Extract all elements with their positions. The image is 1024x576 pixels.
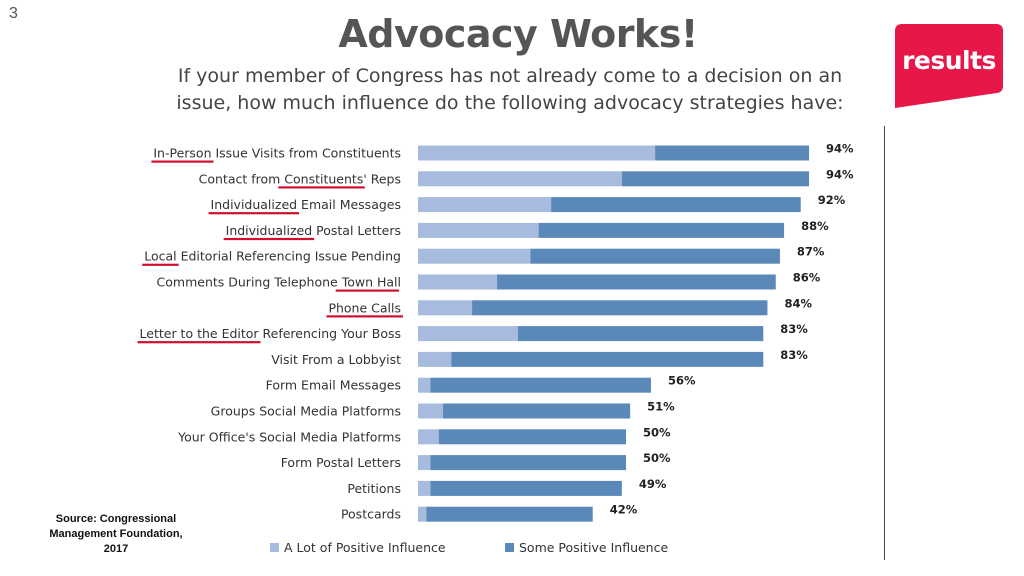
bar-some-positive	[430, 455, 626, 471]
category-label: Individualized Email Messages	[211, 197, 401, 212]
logo-shape	[895, 24, 1003, 108]
bar-some-positive	[497, 274, 776, 290]
category-label: Phone Calls	[328, 300, 401, 315]
divider-line	[884, 126, 885, 560]
bar-some-positive	[472, 300, 768, 316]
slide-number: 3	[9, 5, 18, 22]
bar-some-positive	[438, 429, 626, 445]
bar-a-lot-positive	[418, 351, 452, 367]
category-label: Form Postal Letters	[281, 455, 401, 470]
legend-label-some: Some Positive Influence	[519, 540, 668, 555]
data-label-total: 94%	[826, 167, 854, 181]
legend-label-a-lot: A Lot of Positive Influence	[284, 540, 446, 555]
data-label-total: 84%	[784, 296, 812, 310]
bar-a-lot-positive	[418, 145, 656, 161]
data-label-total: 42%	[610, 503, 638, 517]
data-label-total: 56%	[668, 374, 696, 388]
bar-a-lot-positive	[418, 455, 431, 471]
bar-some-positive	[621, 171, 810, 187]
page-subtitle: If your member of Congress has not alrea…	[176, 65, 844, 114]
data-label-total: 49%	[639, 477, 667, 491]
legend-swatch-a-lot	[270, 543, 279, 552]
bar-a-lot-positive	[418, 222, 539, 238]
data-label-total: 50%	[643, 451, 671, 465]
category-label: Form Email Messages	[266, 378, 401, 393]
bar-some-positive	[442, 403, 631, 419]
data-label-total: 83%	[780, 348, 808, 362]
highlight-underline	[142, 263, 179, 266]
bar-a-lot-positive	[418, 480, 431, 496]
bar-a-lot-positive	[418, 300, 473, 316]
bar-a-lot-positive	[418, 326, 518, 342]
category-label: Local Editorial Referencing Issue Pendin…	[144, 249, 401, 264]
bar-a-lot-positive	[418, 506, 427, 522]
category-label: Visit From a Lobbyist	[271, 352, 401, 367]
bar-some-positive	[517, 326, 764, 342]
data-label-total: 50%	[643, 425, 671, 439]
bar-a-lot-positive	[418, 403, 443, 419]
bar-a-lot-positive	[418, 274, 498, 290]
bar-a-lot-positive	[418, 377, 431, 393]
highlight-underline	[208, 212, 300, 215]
highlight-underline	[223, 237, 315, 241]
category-label: Contact from Constituents' Reps	[199, 171, 401, 186]
highlight-underline	[335, 289, 400, 292]
data-label-total: 83%	[780, 322, 808, 336]
bar-a-lot-positive	[418, 197, 552, 213]
category-label: In-Person Issue Visits from Constituents	[153, 146, 401, 161]
results-logo: results	[895, 24, 1003, 108]
highlight-underline	[278, 186, 365, 189]
bar-some-positive	[551, 197, 801, 213]
data-label-total: 51%	[647, 400, 675, 414]
logo-text: results	[902, 46, 996, 75]
category-label: Postcards	[341, 507, 401, 522]
category-label: Individualized Postal Letters	[226, 223, 401, 238]
legend-swatch-some	[505, 543, 514, 552]
highlight-underline	[326, 315, 403, 318]
bar-a-lot-positive	[418, 171, 622, 187]
highlight-underline	[137, 341, 261, 344]
page-title: Advocacy Works!	[338, 12, 698, 56]
data-label-total: 88%	[801, 219, 829, 233]
category-label: Petitions	[347, 481, 401, 496]
bar-some-positive	[530, 248, 780, 264]
bar-a-lot-positive	[418, 248, 531, 264]
source-note: Source: Congressional Management Foundat…	[49, 513, 183, 555]
data-label-total: 86%	[793, 271, 821, 285]
bar-some-positive	[430, 377, 651, 393]
bar-some-positive	[451, 351, 764, 367]
bar-some-positive	[655, 145, 810, 161]
bar-some-positive	[538, 222, 785, 238]
bar-some-positive	[430, 480, 622, 496]
data-label-total: 87%	[797, 245, 825, 259]
category-label: Groups Social Media Platforms	[211, 404, 401, 419]
category-label: Your Office's Social Media Platforms	[177, 429, 401, 444]
data-label-total: 94%	[826, 142, 854, 156]
category-label: Letter to the Editor Referencing Your Bo…	[140, 326, 401, 341]
bar-some-positive	[426, 506, 593, 522]
highlight-underline	[151, 160, 214, 163]
data-label-total: 92%	[818, 193, 846, 207]
bar-a-lot-positive	[418, 429, 439, 445]
category-label: Comments During Telephone Town Hall	[157, 275, 401, 290]
